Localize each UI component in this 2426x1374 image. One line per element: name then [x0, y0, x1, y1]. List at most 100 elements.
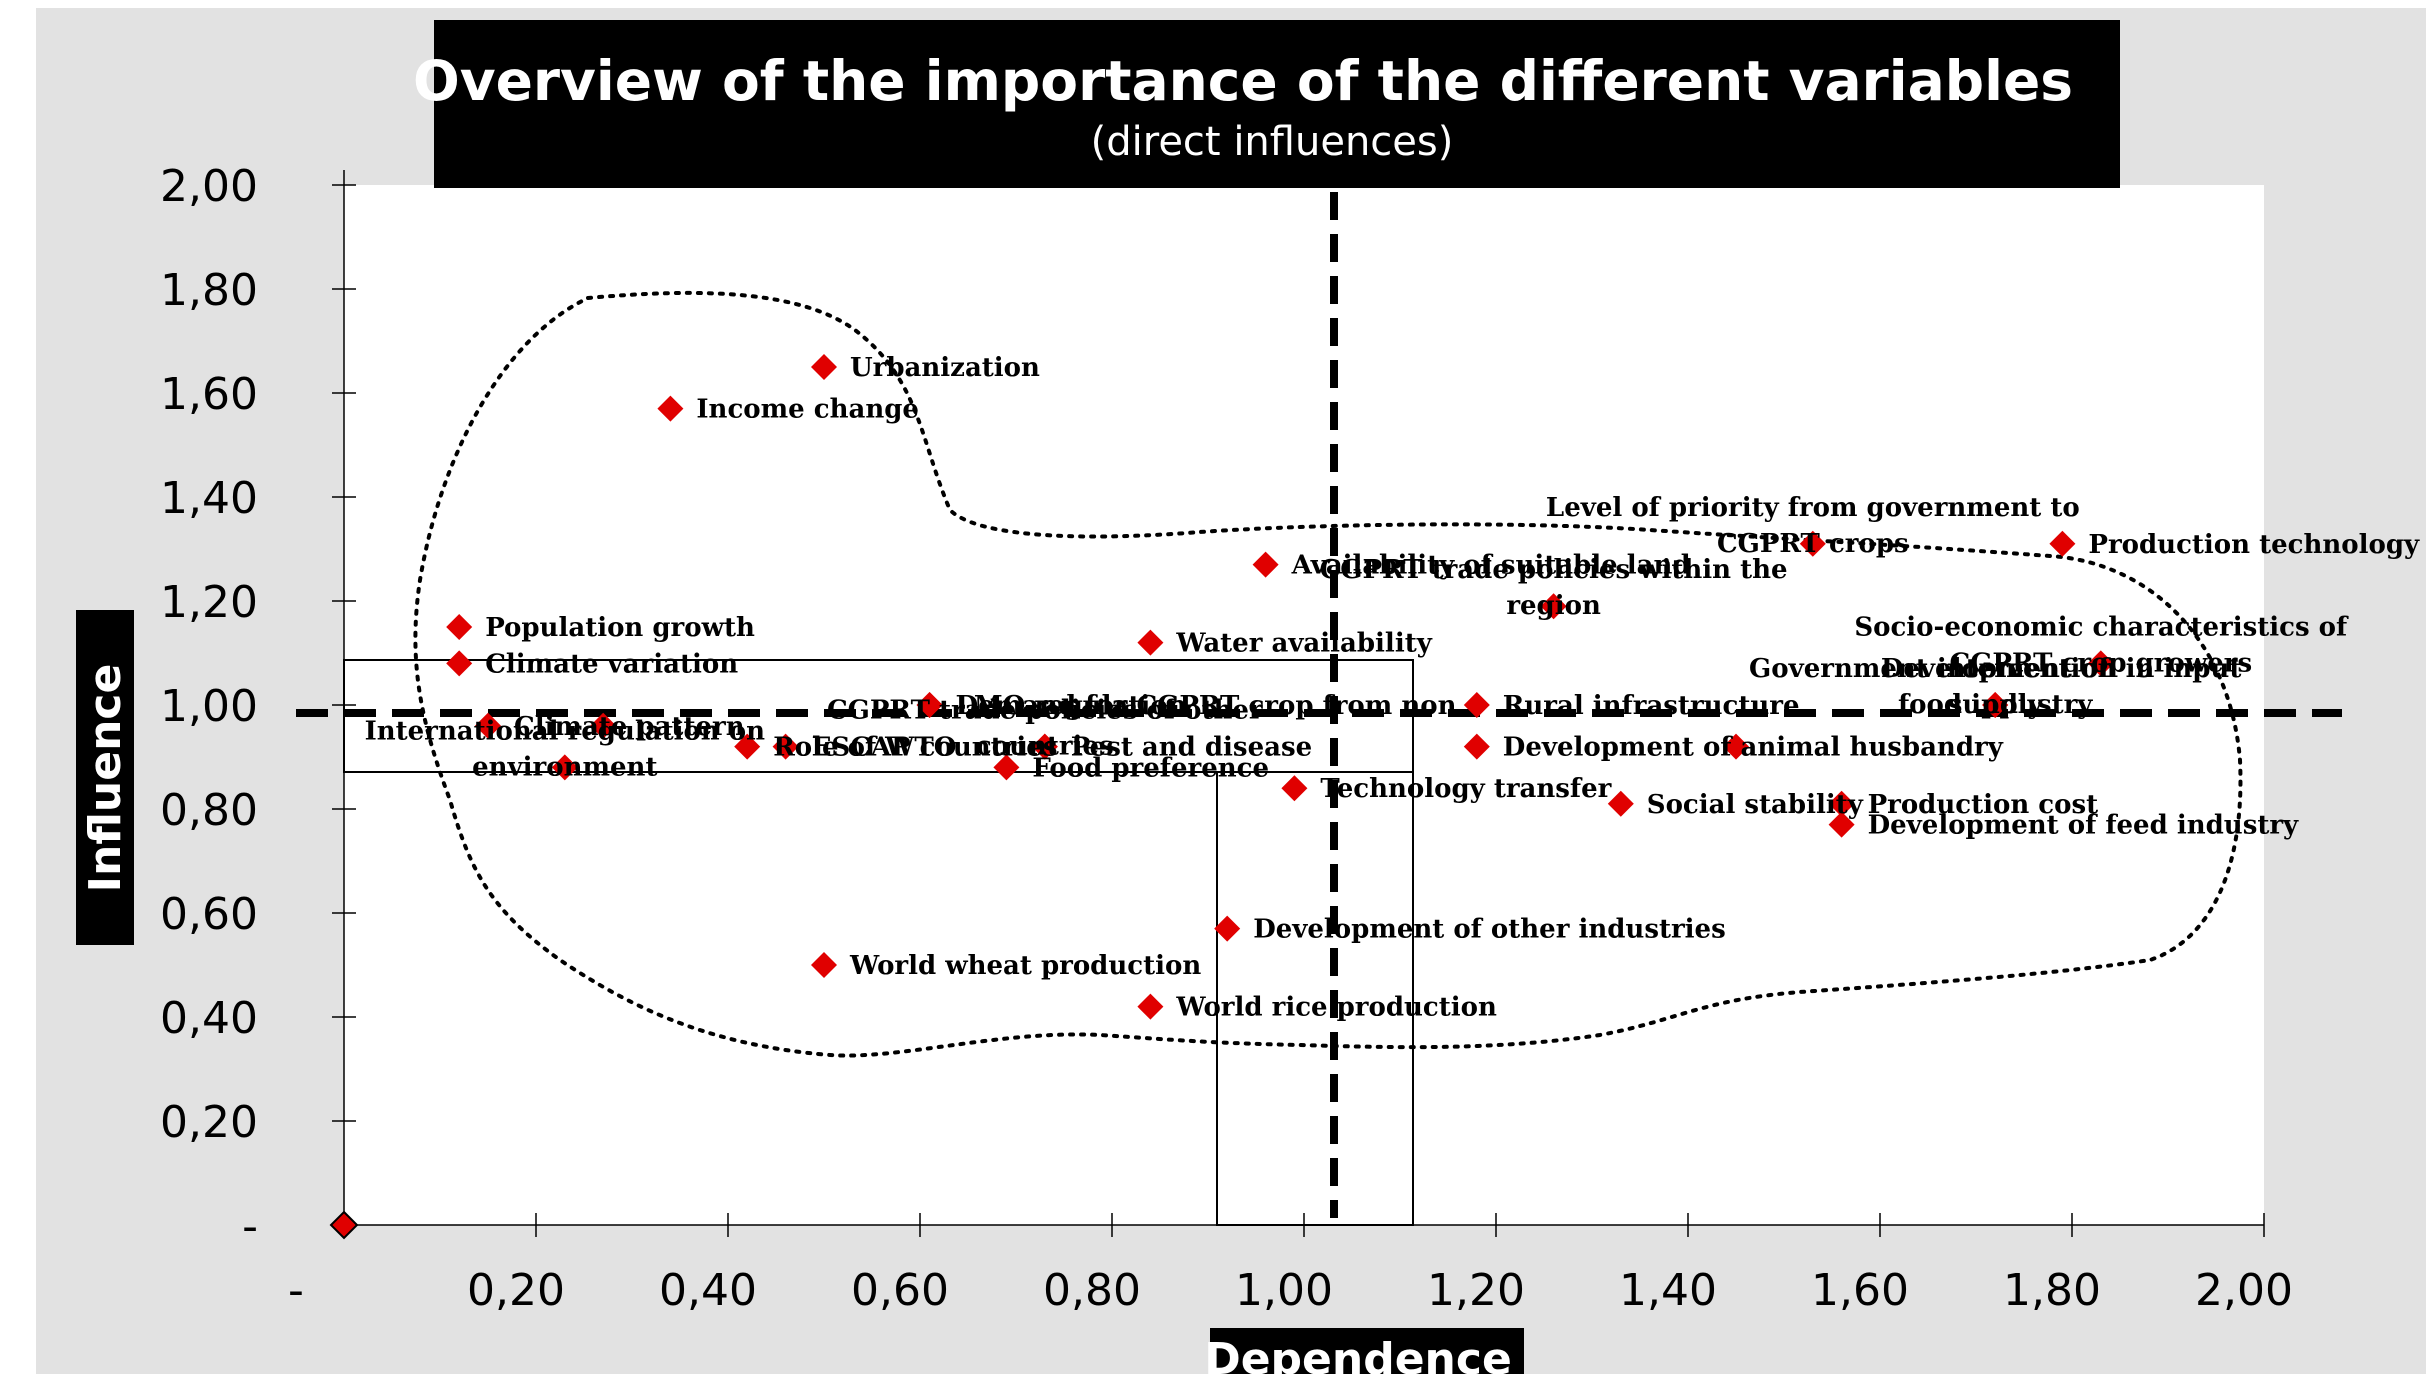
- point-label: Development of: [1881, 654, 2111, 684]
- point-label: Production cost: [1868, 790, 2099, 820]
- data-point: [1031, 733, 1058, 760]
- point-label: Climate pattern: [514, 712, 745, 742]
- y-tick-label: 0,60: [160, 889, 258, 940]
- point-label: Government intervention in input: [1749, 654, 2241, 684]
- data-point: [734, 733, 761, 760]
- highlight-box-vertical: [1216, 771, 1414, 1226]
- data-point: [446, 650, 473, 677]
- data-point: [1252, 551, 1279, 578]
- point-label: Demand for CGPRT crop from non: [956, 691, 1457, 721]
- data-point: [657, 395, 684, 422]
- x-tick-label: 1,00: [1235, 1265, 1333, 1316]
- data-point: [1723, 733, 1749, 760]
- y-tick-label: 1,20: [160, 577, 258, 628]
- y-tick-label: 0,80: [160, 785, 258, 836]
- x-tick-label: 1,80: [2003, 1265, 2101, 1316]
- chart-subtitle: (direct influences): [1091, 119, 1454, 165]
- axes: - 0,20 0,40 0,60 0,80 1,00 1,20 1,40 1,60 1,80 2,0…: [160, 161, 2293, 1316]
- x-tick-label: 0,60: [851, 1265, 949, 1316]
- data-point: [772, 733, 799, 760]
- y-axis-title: Influence: [80, 664, 131, 893]
- point-label: Availability of suitable land: [1291, 551, 1691, 581]
- point-label: ESCAP countries: [812, 733, 1058, 763]
- data-point: [1540, 593, 1567, 620]
- point-label: Socio-economic characteristics of: [1854, 612, 2349, 642]
- point-label: Level of priority from government to: [1546, 493, 2080, 523]
- y-tick-label: -: [242, 1201, 258, 1252]
- point-label: CGPRT trade policies within the: [1320, 555, 1788, 585]
- data-point: [1281, 775, 1308, 802]
- x-tick-label: -: [288, 1265, 304, 1316]
- point-label: Climate variation: [485, 649, 738, 679]
- y-tick-label: 1,60: [160, 369, 258, 420]
- data-point: [1828, 811, 1855, 838]
- plot-area: [344, 185, 2264, 1225]
- point-label: Water availability: [1175, 629, 1432, 659]
- y-tick-label: 0,20: [160, 1097, 258, 1148]
- data-point: [551, 754, 578, 781]
- x-tick-label: 2,00: [2195, 1265, 2293, 1316]
- point-label: LMO regulation: [956, 691, 1187, 721]
- point-label: Development of other industries: [1253, 915, 1726, 945]
- point-label: Production technology development: [2088, 530, 2426, 560]
- point-label: Rural infrastructure: [1503, 691, 1800, 721]
- x-tick-label: 1,40: [1619, 1265, 1717, 1316]
- y-tick-label: 1,40: [160, 473, 258, 524]
- y-tick-label: 1,80: [160, 265, 258, 316]
- point-label: Technology transfer: [1320, 774, 1611, 804]
- data-point: [1463, 733, 1490, 760]
- x-tick-label: 1,20: [1427, 1265, 1525, 1316]
- data-point: [1799, 530, 1826, 557]
- title-box: [434, 20, 2120, 188]
- data-point: [1607, 790, 1634, 817]
- data-point: [1982, 692, 2009, 718]
- point-labels: Urbanization Income change Population grow…: [365, 353, 2426, 1023]
- chart-title: Overview of the importance of the differ…: [413, 49, 2073, 113]
- point-label: Pest and disease: [1071, 733, 1312, 763]
- y-tick-label: 1,00: [160, 681, 258, 732]
- data-point: [993, 754, 1020, 781]
- data-point: [590, 712, 617, 739]
- point-label: Social stability: [1647, 790, 1864, 820]
- point-label: countries: [976, 732, 1114, 762]
- x-tick-label: 0,20: [467, 1265, 565, 1316]
- data-point: [1137, 993, 1164, 1020]
- point-label: CGPRT crop growers: [1950, 648, 2253, 678]
- data-points: [329, 354, 2114, 1240]
- cluster-outline: [413, 290, 2243, 1058]
- point-label: Food preference: [1032, 753, 1269, 783]
- x-axis-title: Dependence: [1204, 1334, 1512, 1374]
- data-point: [2049, 530, 2076, 557]
- point-label: World wheat production: [849, 951, 1201, 981]
- point-label: region: [1506, 591, 1601, 621]
- point-label: World rice production: [1175, 993, 1497, 1023]
- point-label: CGPRT crops: [1717, 529, 1909, 559]
- data-point: [2087, 650, 2114, 677]
- point-label: supply: [1948, 690, 2044, 720]
- data-point: [811, 354, 837, 380]
- x-tick-label: 0,40: [659, 1265, 757, 1316]
- x-tick-label: 1,60: [1811, 1265, 1909, 1316]
- point-label: Development of feed industry: [1868, 811, 2299, 841]
- data-point: [1214, 915, 1241, 942]
- data-point: [811, 952, 837, 978]
- point-label: International regulation on: [365, 716, 766, 746]
- y-tick-label: 0,40: [160, 993, 258, 1044]
- data-point: [475, 712, 501, 739]
- data-point: [329, 1210, 359, 1240]
- reference-lines: [296, 192, 2342, 1218]
- data-point: [1828, 790, 1855, 817]
- point-label: environment: [472, 752, 657, 782]
- point-label: Urbanization: [850, 353, 1040, 383]
- point-label: CGPRT trade policies of other: [827, 696, 1263, 726]
- point-label: Income change: [696, 395, 919, 425]
- data-point: [446, 614, 473, 640]
- point-label: Population growth: [485, 613, 755, 643]
- point-label: Development of animal husbandry: [1503, 733, 2004, 763]
- x-tick-label: 0,80: [1043, 1265, 1141, 1316]
- point-label: food industry: [1898, 690, 2093, 720]
- data-point: [1137, 629, 1164, 656]
- data-point: [916, 692, 943, 718]
